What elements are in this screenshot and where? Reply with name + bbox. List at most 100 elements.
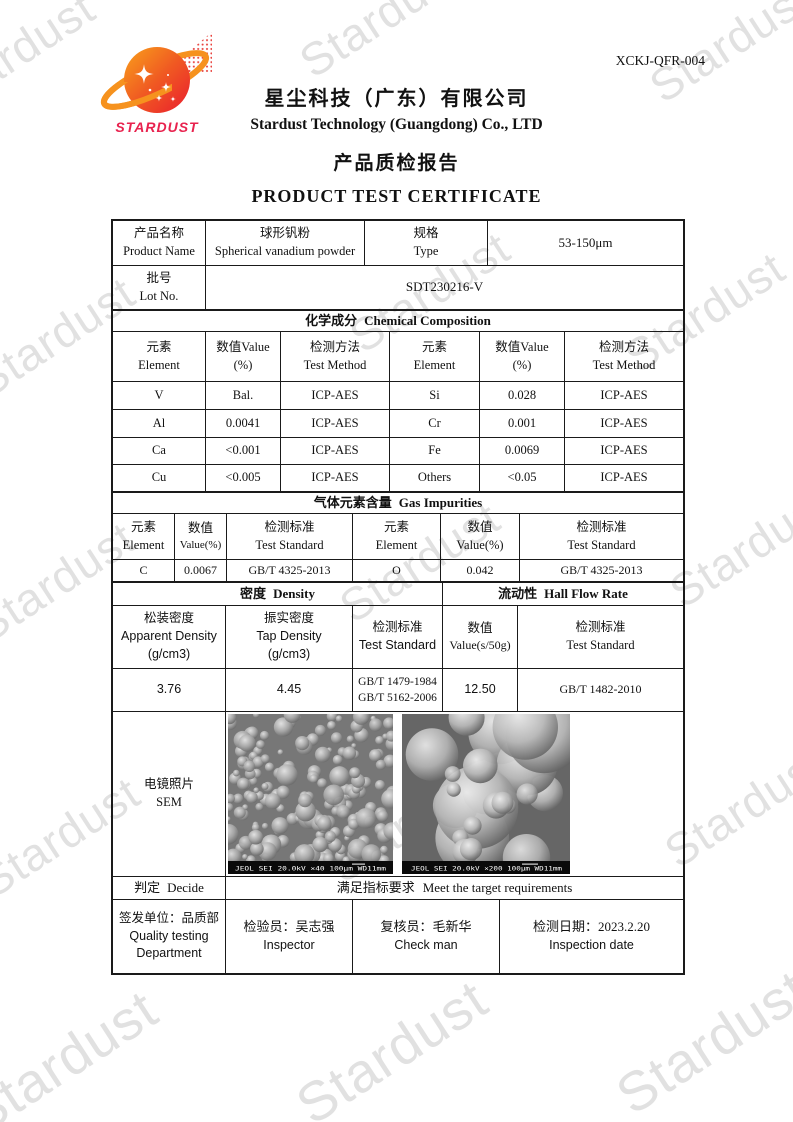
decide-result-en: Meet the target requirements [422, 879, 573, 895]
decide-result-cn: 满足指标要求 [336, 879, 415, 895]
gas-header-cell: 检测标准 Test Standard [227, 514, 353, 559]
sem-image-cell: JEOL SEI 20.0kV ×40 100μm WD11mm [226, 712, 683, 876]
cell-value: 0.0041 [225, 415, 261, 430]
cell-text: ICP-AES [565, 438, 683, 464]
section-title-cn: 密度 [240, 585, 267, 601]
header-unit: (g/cm3) [147, 646, 191, 661]
density-title-cell: 密度 Density [113, 583, 443, 605]
document-number: XCKJ-QFR-004 [615, 53, 705, 68]
product-name-en: Spherical vanadium powder [214, 244, 356, 258]
density-header-row: 松装密度 Apparent Density (g/cm3) 振实密度 Tap D… [113, 606, 683, 669]
section-title-chemical: 化学成分 Chemical Composition [113, 310, 683, 332]
cell-text: 0.042 [441, 560, 520, 581]
lot-label-cell: 批号 Lot No. [113, 266, 206, 309]
hall-standard-value-cell: GB/T 1482-2010 [518, 669, 683, 711]
star-sparkles [134, 64, 176, 102]
inspection-date: 检测日期：2023.2.20 [532, 919, 650, 935]
cell-text: Cu [113, 465, 206, 491]
report-title-en: PRODUCT TEST CERTIFICATE [251, 186, 542, 206]
header-cn: 元素 [130, 519, 156, 534]
chem-header-cell: 数值Value (%) [206, 332, 281, 381]
tap-density-value-cell: 4.45 [226, 669, 353, 711]
sem-spheres [228, 714, 393, 867]
cell-value: 4.45 [276, 682, 302, 697]
report-title-cn: 产品质检报告 [333, 153, 460, 174]
header-cn: 数值Value [216, 339, 270, 354]
gas-header-cell: 数值 Value(%) [441, 514, 520, 559]
section-title-en: Chemical Composition [364, 312, 491, 328]
header-cn: 松装密度 [143, 611, 194, 626]
label-en: Decide [167, 879, 204, 895]
cell-value: GB/T 1479-1984 [358, 675, 437, 688]
section-title-en: Hall Flow Rate [544, 585, 628, 601]
density-title-row: 密度 Density 流动性 Hall Flow Rate [113, 582, 683, 606]
cell-value: GB/T 4325-2013 [248, 562, 331, 577]
planet-sphere [124, 47, 190, 113]
signoff-inspector-cell: 检验员：吴志强 Inspector [226, 900, 353, 973]
product-name-value-cell: 球形钒粉 Spherical vanadium powder [206, 221, 365, 265]
chem-data-row: Cu <0.005 ICP-AES Others <0.05 ICP-AES [113, 465, 683, 492]
cell-value: Cr [428, 415, 441, 430]
cell-text: <0.001 [206, 438, 281, 464]
header-cn: 检测标准 [576, 519, 627, 534]
cell-value: ICP-AES [600, 387, 648, 402]
cell-text: ICP-AES [565, 410, 683, 437]
chem-header-row: 元素 Element 数值Value (%) 检测方法 Test Method … [113, 332, 683, 382]
inspector-label-en: Inspector [263, 937, 315, 952]
cell-text: GB/T 4325-2013 [227, 560, 353, 581]
cell-text: Cr [390, 410, 480, 437]
gas-data-row: C 0.0067 GB/T 4325-2013 O 0.042 GB/T 432… [113, 560, 683, 582]
lot-row: 批号 Lot No. SDT230216-V [113, 266, 683, 310]
chem-header-cell: 检测方法 Test Method [281, 332, 390, 381]
section-title-cell: 气体元素含量 Gas Impurities [113, 493, 683, 513]
header-cn: 检测方法 [598, 339, 649, 354]
section-title-gas: 气体元素含量 Gas Impurities [113, 492, 683, 514]
date-label-en: Inspection date [549, 937, 634, 952]
cell-value: GB/T 4325-2013 [560, 562, 643, 577]
header-en: Element [413, 357, 456, 372]
header-cn: 检测标准 [372, 620, 423, 635]
cell-value: <0.001 [225, 443, 261, 458]
cell-value: Al [152, 415, 166, 430]
header-cn: 数值 [467, 519, 493, 534]
product-name-label-cell: 产品名称 Product Name [113, 221, 206, 265]
cell-value: V [154, 387, 164, 402]
sem-label-cell: 电镜照片 SEM [113, 712, 226, 876]
chem-header-cell: 检测方法 Test Method [565, 332, 683, 381]
cell-text: 0.028 [480, 382, 565, 409]
company-name-en: Stardust Technology (Guangdong) Co., LTD [250, 116, 543, 133]
checker-label-en: Check man [394, 937, 458, 952]
header-cn: 振实密度 [263, 611, 314, 626]
header-en: (%) [233, 357, 253, 372]
cell-value: C [139, 562, 148, 577]
cell-value: 3.76 [156, 682, 182, 697]
header-en: Test Method [303, 357, 367, 372]
issuer-cn: 签发单位：品质部 [118, 910, 219, 925]
spec-value: 53-150μm [558, 234, 613, 250]
cell-text: 0.0069 [480, 438, 565, 464]
lot-number-value: SDT230216-V [405, 279, 484, 295]
cell-value: ICP-AES [311, 443, 359, 458]
spec-label-cell: 规格 Type [365, 221, 488, 265]
chem-header-cell: 元素 Element [113, 332, 206, 381]
sem-row: 电镜照片 SEM [113, 712, 683, 877]
cell-text: O [353, 560, 441, 581]
chem-data-row: Al 0.0041 ICP-AES Cr 0.001 ICP-AES [113, 410, 683, 438]
sem-scale-bar [352, 863, 365, 865]
hall-value-header-cell: 数值 Value(s/50g) [443, 606, 518, 668]
cell-value: Bal. [232, 387, 254, 402]
cell-text: Al [113, 410, 206, 437]
chem-header-cell: 元素 Element [390, 332, 480, 381]
cell-value: 0.001 [507, 415, 537, 430]
section-title-cn: 气体元素含量 [313, 494, 392, 510]
header-cn: 检测标准 [575, 620, 626, 635]
cell-value: Fe [428, 443, 441, 458]
section-title-en: Gas Impurities [398, 494, 483, 510]
sem-image-right: JEOL SEI 20.0kV ×200 100μm WD11mm [402, 714, 570, 874]
header-en: Element [122, 537, 165, 552]
apparent-density-value-cell: 3.76 [113, 669, 226, 711]
header-cn: 元素 [383, 519, 409, 534]
cell-value: ICP-AES [311, 470, 359, 485]
cell-text: C [113, 560, 175, 581]
cell-text: ICP-AES [281, 465, 390, 491]
